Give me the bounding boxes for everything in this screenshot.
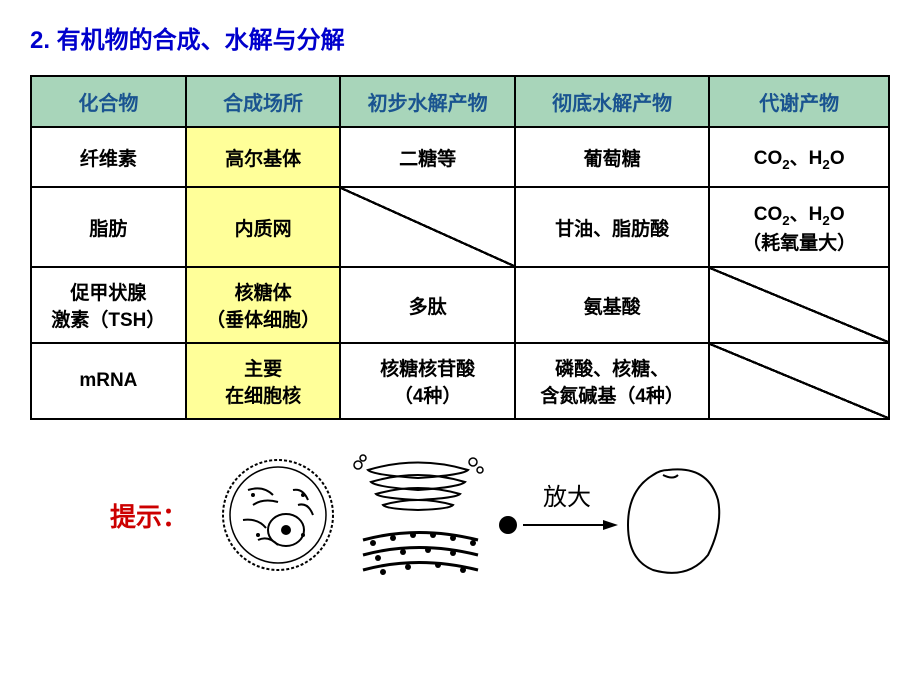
hint-section: 提示： (30, 440, 890, 590)
table-row: 纤维素 高尔基体 二糖等 葡萄糖 CO2、H2O (31, 127, 889, 187)
cell-site: 主要在细胞核 (186, 343, 341, 419)
compounds-table: 化合物 合成场所 初步水解产物 彻底水解产物 代谢产物 纤维素 高尔基体 二糖等… (30, 75, 890, 420)
cell-compound: 促甲状腺激素（TSH） (31, 267, 186, 343)
arrow-label: 放大 (543, 484, 591, 511)
cell-site: 高尔基体 (186, 127, 341, 187)
cell-site: 核糖体（垂体细胞） (186, 267, 341, 343)
cell-final: 甘油、脂肪酸 (515, 187, 709, 267)
header-site: 合成场所 (186, 76, 341, 127)
cell-compound: mRNA (31, 343, 186, 419)
header-final: 彻底水解产物 (515, 76, 709, 127)
dot-icon (499, 516, 517, 534)
hint-label: 提示： (110, 497, 188, 534)
cell-metabolic-diag (709, 343, 889, 419)
cell-site: 内质网 (186, 187, 341, 267)
cell-initial: 二糖等 (340, 127, 515, 187)
rough-er-icon (363, 532, 478, 575)
section-title: 2. 有机物的合成、水解与分解 (30, 20, 890, 55)
vesicle-icon (628, 469, 719, 572)
cell-compound: 脂肪 (31, 187, 186, 267)
cell-initial: 多肽 (340, 267, 515, 343)
cell-metabolic: CO2、H2O (709, 127, 889, 187)
cell-initial: 核糖核苷酸（4种） (340, 343, 515, 419)
table-row: mRNA 主要在细胞核 核糖核苷酸（4种） 磷酸、核糖、含氮碱基（4种） (31, 343, 889, 419)
cell-metabolic-diag (709, 267, 889, 343)
cell-final: 葡萄糖 (515, 127, 709, 187)
cell-compound: 纤维素 (31, 127, 186, 187)
table-row: 脂肪 内质网 甘油、脂肪酸 CO2、H2O（耗氧量大） (31, 187, 889, 267)
cell-icon (223, 460, 333, 570)
header-compound: 化合物 (31, 76, 186, 127)
table-row: 促甲状腺激素（TSH） 核糖体（垂体细胞） 多肽 氨基酸 (31, 267, 889, 343)
cell-final: 磷酸、核糖、含氮碱基（4种） (515, 343, 709, 419)
cell-metabolic: CO2、H2O（耗氧量大） (709, 187, 889, 267)
cell-diagram: 放大 (208, 440, 728, 590)
cell-final: 氨基酸 (515, 267, 709, 343)
cell-initial-diag (340, 187, 515, 267)
header-row: 化合物 合成场所 初步水解产物 彻底水解产物 代谢产物 (31, 76, 889, 127)
golgi-icon (354, 455, 483, 510)
header-metabolic: 代谢产物 (709, 76, 889, 127)
header-initial: 初步水解产物 (340, 76, 515, 127)
biology-diagram-svg: 放大 (208, 440, 728, 590)
